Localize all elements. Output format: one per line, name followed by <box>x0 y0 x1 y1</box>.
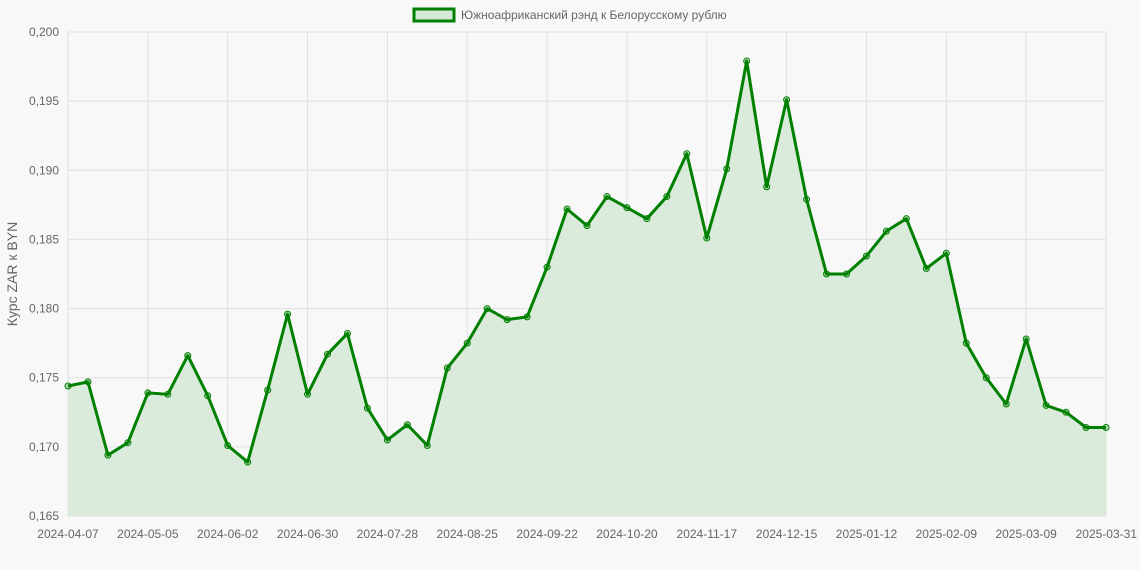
data-point[interactable] <box>703 234 711 242</box>
legend-label[interactable]: Южноафриканский рэнд к Белорусскому рубл… <box>461 8 727 22</box>
data-point[interactable] <box>962 339 970 347</box>
x-tick-label: 2024-07-28 <box>357 527 419 541</box>
data-point[interactable] <box>403 421 411 429</box>
data-point[interactable] <box>1102 423 1110 431</box>
data-point[interactable] <box>882 227 890 235</box>
y-tick-label: 0,195 <box>29 94 59 108</box>
y-tick-label: 0,185 <box>29 232 59 246</box>
legend[interactable]: Южноафриканский рэнд к Белорусскому рубл… <box>412 7 727 23</box>
data-point[interactable] <box>1082 423 1090 431</box>
data-point[interactable] <box>643 215 651 223</box>
series-line <box>67 59 1106 464</box>
legend-swatch[interactable] <box>412 7 456 23</box>
data-point[interactable] <box>124 439 132 447</box>
data-point[interactable] <box>982 374 990 382</box>
data-point[interactable] <box>184 352 192 360</box>
data-point[interactable] <box>84 378 92 386</box>
data-point[interactable] <box>264 386 272 394</box>
data-point[interactable] <box>304 390 312 398</box>
y-tick-label: 0,200 <box>29 25 59 39</box>
x-tick-label: 2024-06-30 <box>277 527 339 541</box>
y-tick-label: 0,170 <box>29 440 59 454</box>
x-tick-label: 2024-10-20 <box>596 527 658 541</box>
x-tick-label: 2025-03-09 <box>995 527 1057 541</box>
data-point[interactable] <box>723 165 731 173</box>
data-point[interactable] <box>743 57 751 65</box>
x-tick-label: 2024-12-15 <box>756 527 818 541</box>
y-axis-title: Курс ZAR к BYN <box>4 222 20 326</box>
y-tick-label: 0,180 <box>29 302 59 316</box>
data-point[interactable] <box>523 313 531 321</box>
data-point[interactable] <box>284 310 292 318</box>
data-point[interactable] <box>1042 401 1050 409</box>
x-axis-ticks: 2024-04-07 2024-05-05 2024-06-02 2024-06-30… <box>37 527 1137 541</box>
x-tick-label: 2024-06-02 <box>197 527 259 541</box>
data-point[interactable] <box>663 193 671 201</box>
area-fill <box>68 61 1106 516</box>
data-point[interactable] <box>1062 408 1070 416</box>
data-point[interactable] <box>583 222 591 230</box>
data-point[interactable] <box>104 451 112 459</box>
data-point[interactable] <box>64 382 72 390</box>
data-point[interactable] <box>224 441 232 449</box>
x-tick-label: 2024-05-05 <box>117 527 179 541</box>
data-point[interactable] <box>803 195 811 203</box>
y-tick-label: 0,165 <box>29 509 59 523</box>
data-point[interactable] <box>483 305 491 313</box>
data-point[interactable] <box>363 404 371 412</box>
data-point[interactable] <box>783 96 791 104</box>
data-point[interactable] <box>1002 400 1010 408</box>
data-point[interactable] <box>603 193 611 201</box>
x-tick-label: 2024-09-22 <box>516 527 578 541</box>
data-point[interactable] <box>144 389 152 397</box>
data-points <box>64 57 1110 466</box>
data-point[interactable] <box>324 350 331 358</box>
data-point[interactable] <box>683 150 691 158</box>
data-point[interactable] <box>763 183 771 191</box>
data-point[interactable] <box>563 205 571 213</box>
data-point[interactable] <box>942 249 950 257</box>
x-tick-label: 2024-08-25 <box>437 527 499 541</box>
data-point[interactable] <box>623 204 631 212</box>
x-tick-label: 2024-04-07 <box>37 527 99 541</box>
data-point[interactable] <box>423 441 431 449</box>
data-point[interactable] <box>902 215 910 223</box>
data-point[interactable] <box>463 339 471 347</box>
data-point[interactable] <box>383 436 391 444</box>
y-tick-label: 0,190 <box>29 163 59 177</box>
data-point[interactable] <box>823 270 831 278</box>
data-point[interactable] <box>543 263 551 271</box>
data-point[interactable] <box>843 270 850 278</box>
data-point[interactable] <box>204 392 212 400</box>
x-tick-label: 2025-02-09 <box>916 527 978 541</box>
data-point[interactable] <box>862 252 870 260</box>
y-axis-ticks: 0,165 0,170 0,175 0,180 0,185 0,190 0,195 0,200 <box>29 25 59 523</box>
data-point[interactable] <box>164 390 172 398</box>
data-point[interactable] <box>922 264 930 272</box>
x-tick-label: 2025-03-31 <box>1076 527 1138 541</box>
x-tick-label: 2025-01-12 <box>836 527 898 541</box>
data-point[interactable] <box>443 364 451 372</box>
y-tick-label: 0,175 <box>29 371 59 385</box>
x-tick-label: 2024-11-17 <box>677 527 738 541</box>
data-point[interactable] <box>343 329 351 337</box>
data-point[interactable] <box>244 458 252 466</box>
data-point[interactable] <box>503 316 511 324</box>
data-point[interactable] <box>1022 335 1030 343</box>
